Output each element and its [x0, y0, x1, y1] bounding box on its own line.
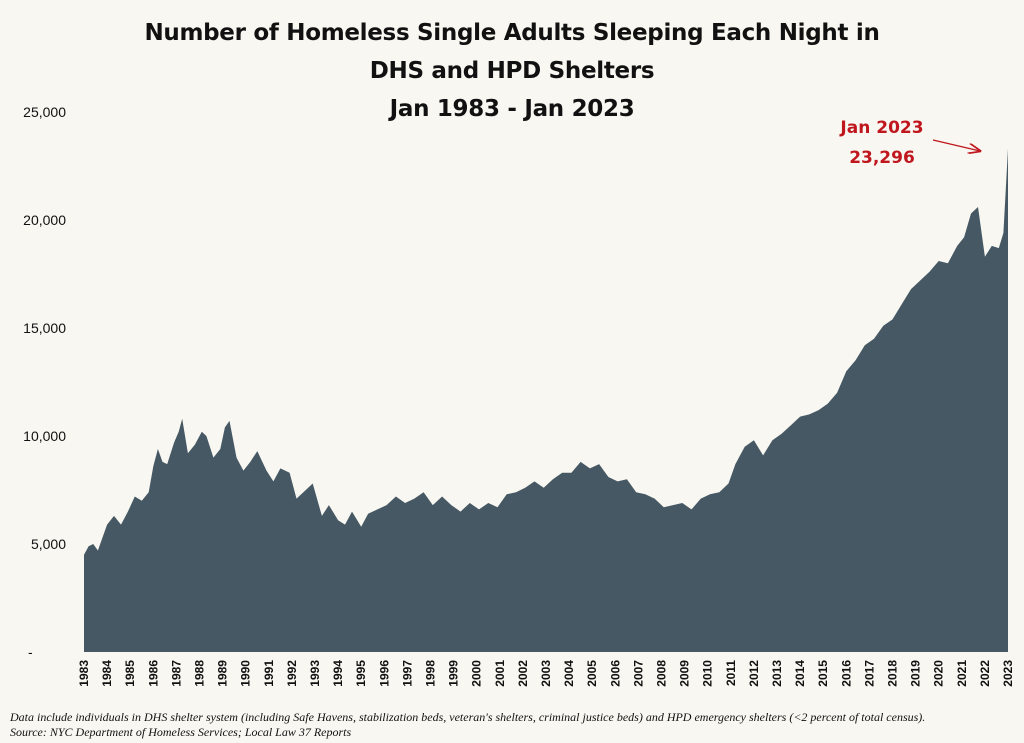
x-tick-label: 2008 [655, 660, 669, 687]
y-tick-label: 15,000 [23, 320, 66, 336]
annotation-value-label: 23,296 [849, 148, 915, 168]
x-tick-label: 1999 [447, 660, 461, 687]
x-tick-label: 1983 [77, 660, 91, 687]
y-tick-label: 20,000 [23, 212, 66, 228]
x-tick-label: 2004 [562, 660, 576, 687]
y-tick-label: 5,000 [31, 536, 66, 552]
x-tick-label: 2018 [886, 660, 900, 687]
annotation-arrow [932, 139, 980, 151]
y-tick-label: 10,000 [23, 428, 66, 444]
series-area [84, 148, 1008, 653]
annotation-date-label: Jan 2023 [839, 118, 923, 138]
x-tick-label: 1996 [377, 660, 391, 687]
x-tick-label: 2006 [608, 660, 622, 687]
x-tick-label: 2007 [631, 660, 645, 687]
x-tick-label: 2013 [770, 660, 784, 687]
series-area-layer [84, 148, 1008, 653]
x-tick-label: 2005 [585, 660, 599, 687]
chart-title-line-1: Number of Homeless Single Adults Sleepin… [144, 20, 880, 46]
x-tick-label: 1988 [193, 660, 207, 687]
x-tick-label: 2002 [516, 660, 530, 687]
chart-title: Number of Homeless Single Adults Sleepin… [0, 14, 1024, 128]
x-tick-label: 1985 [123, 660, 137, 687]
x-tick-label: 2022 [978, 660, 992, 687]
annotation: Jan 2023 23,296 [839, 118, 980, 168]
x-tick-label: 1998 [424, 660, 438, 687]
x-tick-label: 1995 [354, 660, 368, 687]
x-tick-label: 1994 [331, 660, 345, 687]
x-tick-label: 1991 [262, 660, 276, 687]
x-tick-label: 2009 [678, 660, 692, 687]
footnote: Data include individuals in DHS shelter … [10, 710, 1014, 740]
x-tick-label: 2003 [539, 660, 553, 687]
x-tick-label: 2001 [493, 660, 507, 687]
x-tick-label: 1987 [169, 660, 183, 687]
x-tick-label: 2023 [1001, 660, 1015, 687]
x-tick-label: 2012 [747, 660, 761, 687]
x-tick-label: 1993 [308, 660, 322, 687]
y-tick-label: - [28, 644, 33, 660]
x-tick-label: 2014 [793, 660, 807, 687]
x-tick-label: 2019 [909, 660, 923, 687]
x-tick-label: 2000 [470, 660, 484, 687]
chart-title-line-3: Jan 1983 - Jan 2023 [389, 96, 635, 122]
y-tick-label: 25,000 [23, 104, 66, 120]
x-tick-label: 1989 [216, 660, 230, 687]
footnote-source: Source: NYC Department of Homeless Servi… [10, 725, 352, 739]
x-tick-label: 2010 [701, 660, 715, 687]
x-tick-label: 1992 [285, 660, 299, 687]
x-tick-label: 2020 [932, 660, 946, 687]
footnote-note: Data include individuals in DHS shelter … [10, 710, 926, 724]
x-tick-label: 1986 [146, 660, 160, 687]
y-axis-ticks: - 5,000 10,000 15,000 20,000 25,000 [23, 104, 66, 660]
x-tick-label: 2016 [839, 660, 853, 687]
x-tick-label: 2017 [862, 660, 876, 687]
x-tick-label: 2021 [955, 660, 969, 687]
x-tick-label: 1990 [239, 660, 253, 687]
x-tick-label: 1997 [400, 660, 414, 687]
x-tick-label: 1984 [100, 660, 114, 687]
x-tick-label: 2011 [724, 660, 738, 686]
x-axis-ticks: 1983 1984 1985 1986 1987 1988 1989 1990 1991 1992… [77, 660, 1015, 687]
chart-title-line-2: DHS and HPD Shelters [369, 58, 655, 84]
x-tick-label: 2015 [816, 660, 830, 687]
